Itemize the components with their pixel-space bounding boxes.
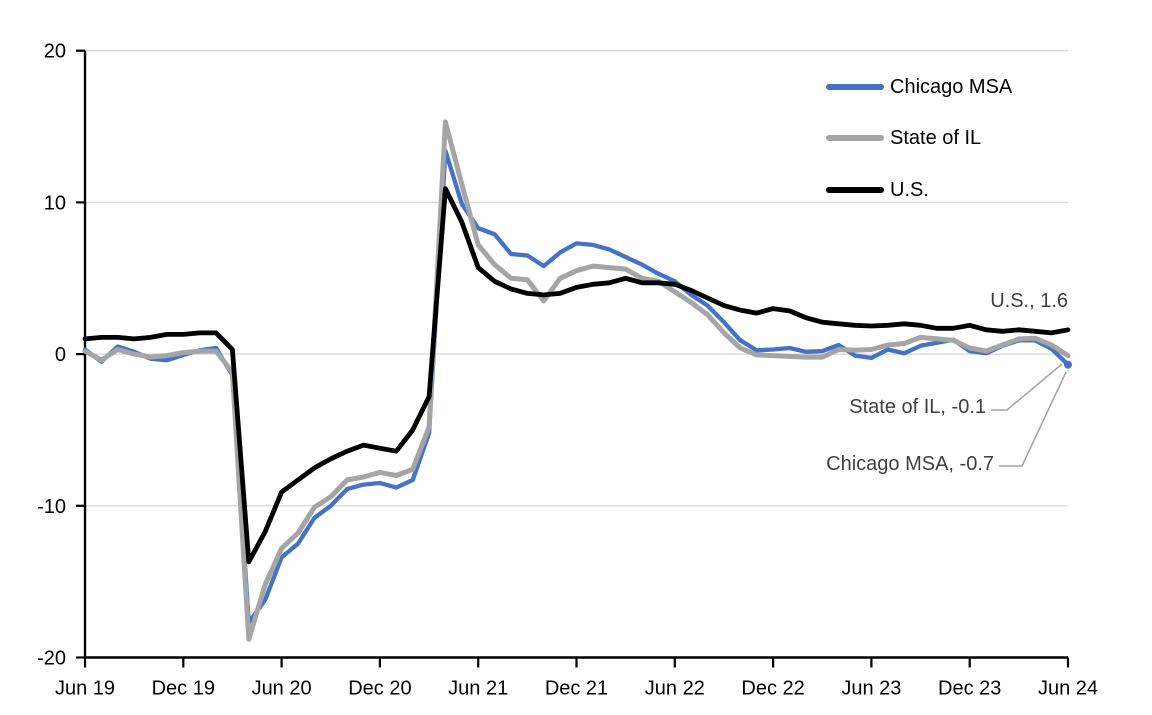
x-axis-tick-label: Dec 23	[938, 678, 1001, 700]
y-axis-tick-label: 0	[55, 344, 66, 366]
x-axis-tick-label: Dec 22	[741, 678, 804, 700]
annotation-il-value: State of IL, -0.1	[849, 396, 986, 418]
y-axis-tick-label: -10	[37, 496, 66, 518]
legend-item-state-of-il: State of IL	[826, 112, 1012, 164]
x-axis-tick-label: Jun 21	[448, 678, 508, 700]
legend-swatch-state-of-il	[826, 135, 884, 141]
legend: Chicago MSA State of IL U.S.	[826, 62, 1012, 216]
legend-label-chicago-msa: Chicago MSA	[890, 75, 1013, 98]
annotation-leader-msa	[999, 371, 1067, 467]
x-axis-tick-label: Jun 20	[252, 678, 312, 700]
legend-swatch-chicago-msa	[826, 84, 884, 90]
legend-item-chicago-msa: Chicago MSA	[826, 62, 1012, 112]
legend-item-us: U.S.	[826, 164, 1012, 216]
legend-swatch-us	[826, 187, 884, 193]
x-axis-tick-label: Jun 22	[645, 678, 705, 700]
x-axis-tick-label: Jun 24	[1038, 678, 1098, 700]
legend-label-us: U.S.	[890, 178, 929, 201]
series-line-state-of-il	[82, 119, 1071, 642]
x-axis-tick-label: Dec 20	[348, 678, 411, 700]
annotation-msa-value: Chicago MSA, -0.7	[826, 453, 994, 475]
y-axis-tick-label: 20	[44, 41, 66, 63]
annotation-leader-il	[991, 363, 1063, 411]
y-axis-tick-label: 10	[44, 192, 66, 214]
x-axis-tick-label: Jun 23	[841, 678, 901, 700]
x-axis-tick-label: Dec 21	[545, 678, 608, 700]
y-axis-tick-label: -20	[37, 648, 66, 670]
series-line-u-s	[82, 186, 1071, 565]
x-axis-tick-label: Dec 19	[152, 678, 215, 700]
series-end-dot-chicago-msa	[1064, 360, 1072, 369]
legend-label-state-of-il: State of IL	[890, 126, 982, 149]
x-axis-tick-label: Jun 19	[55, 678, 115, 700]
annotation-us-value: U.S., 1.6	[990, 290, 1068, 312]
